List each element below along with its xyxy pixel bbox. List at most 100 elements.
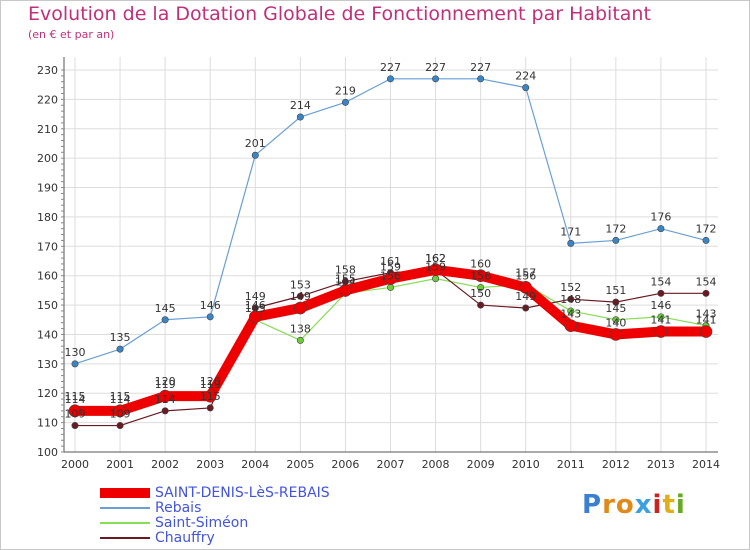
data-label: 146 (650, 299, 671, 312)
data-label: 227 (425, 61, 446, 74)
data-point (71, 422, 79, 430)
data-label: 155 (335, 272, 356, 285)
data-point (654, 325, 668, 338)
data-label: 114 (65, 393, 86, 406)
data-point (432, 75, 440, 83)
data-point (296, 336, 304, 344)
data-label: 119 (155, 378, 176, 391)
data-point (113, 404, 127, 418)
data-label: 141 (650, 314, 671, 327)
data-point (567, 295, 575, 303)
data-point (161, 316, 169, 324)
data-label: 145 (605, 302, 626, 315)
x-tick-label: 2009 (467, 458, 495, 471)
data-point (609, 328, 623, 341)
data-point (161, 407, 169, 415)
data-label: 115 (110, 390, 131, 403)
y-tick-label: 190 (37, 182, 58, 195)
data-label: 160 (470, 258, 491, 271)
data-label: 219 (335, 84, 356, 97)
data-point (519, 281, 533, 294)
x-tick-label: 2000 (61, 458, 89, 471)
data-label: 120 (155, 375, 176, 388)
x-tick-label: 2007 (377, 458, 405, 471)
data-label: 214 (290, 99, 311, 112)
data-point (522, 84, 530, 92)
data-point (116, 345, 124, 353)
data-label: 130 (65, 346, 86, 359)
data-label: 224 (515, 70, 536, 83)
data-label: 162 (425, 252, 446, 265)
line-chart: 100 110 120 130 140 150 160 170 180 190 200 210 220 2… (37, 57, 720, 471)
y-tick-label: 200 (37, 152, 58, 165)
data-label: 143 (696, 308, 717, 321)
data-label: 161 (380, 255, 401, 268)
legend-swatch (100, 507, 150, 509)
data-point (477, 283, 485, 291)
data-label: 135 (110, 331, 131, 344)
data-label: 145 (155, 302, 176, 315)
data-label: 176 (650, 211, 671, 224)
y-tick-label: 210 (37, 123, 58, 136)
chart-subtitle: (en € et par an) (28, 28, 115, 41)
x-tick-label: 2005 (286, 458, 314, 471)
data-label: 227 (470, 61, 491, 74)
data-label: 157 (515, 267, 536, 280)
logo-letter: o (615, 490, 635, 520)
data-label: 156 (515, 269, 536, 282)
data-point (203, 389, 217, 403)
x-tick-label: 2003 (196, 458, 224, 471)
data-point (567, 307, 575, 315)
x-tick-label: 2014 (692, 458, 720, 471)
data-label: 119 (200, 378, 221, 391)
legend-label: SAINT-DENIS-LèS-REBAIS (155, 485, 330, 501)
y-tick-label: 170 (37, 240, 58, 253)
data-point (206, 404, 214, 412)
data-label: 150 (470, 287, 491, 300)
data-label: 156 (380, 269, 401, 282)
y-tick-label: 130 (37, 358, 58, 371)
data-label: 109 (110, 408, 131, 421)
legend-swatch (100, 488, 150, 498)
data-point (612, 316, 620, 324)
data-label: 138 (290, 322, 311, 335)
logo-letter: i (652, 490, 663, 520)
data-label: 115 (65, 390, 86, 403)
logo-letter: r (602, 490, 616, 520)
y-tick-label: 100 (37, 446, 58, 459)
data-point (294, 301, 307, 315)
data-label: 115 (200, 390, 221, 403)
data-point (567, 239, 575, 247)
data-label: 154 (335, 275, 356, 288)
data-point (339, 284, 352, 297)
data-label: 153 (290, 278, 311, 291)
y-tick-label: 160 (37, 270, 58, 283)
logo-letter: i (675, 490, 686, 520)
data-point (702, 289, 710, 297)
logo-letter: x (634, 490, 653, 520)
data-label: 171 (560, 225, 581, 238)
data-point (657, 289, 665, 297)
data-label: 149 (290, 290, 311, 303)
data-point (429, 263, 442, 277)
data-label: 148 (560, 293, 581, 306)
data-label: 156 (470, 269, 491, 282)
data-point (206, 313, 214, 321)
x-tick-label: 2010 (512, 458, 540, 471)
data-label: 172 (605, 222, 626, 235)
proxiti-logo: Proxiti (582, 490, 686, 520)
legend-label: Rebais (155, 500, 202, 516)
data-point (657, 225, 665, 233)
data-label: 140 (605, 316, 626, 329)
data-point (386, 75, 394, 83)
data-point (477, 75, 485, 83)
y-tick-label: 220 (37, 93, 58, 106)
data-label: 227 (380, 61, 401, 74)
data-point (657, 313, 665, 321)
data-point (296, 292, 304, 300)
data-label: 149 (515, 290, 536, 303)
data-label: 114 (155, 393, 176, 406)
legend-swatch (100, 537, 150, 539)
x-tick-label: 2006 (331, 458, 359, 471)
x-tick-label: 2008 (422, 458, 450, 471)
